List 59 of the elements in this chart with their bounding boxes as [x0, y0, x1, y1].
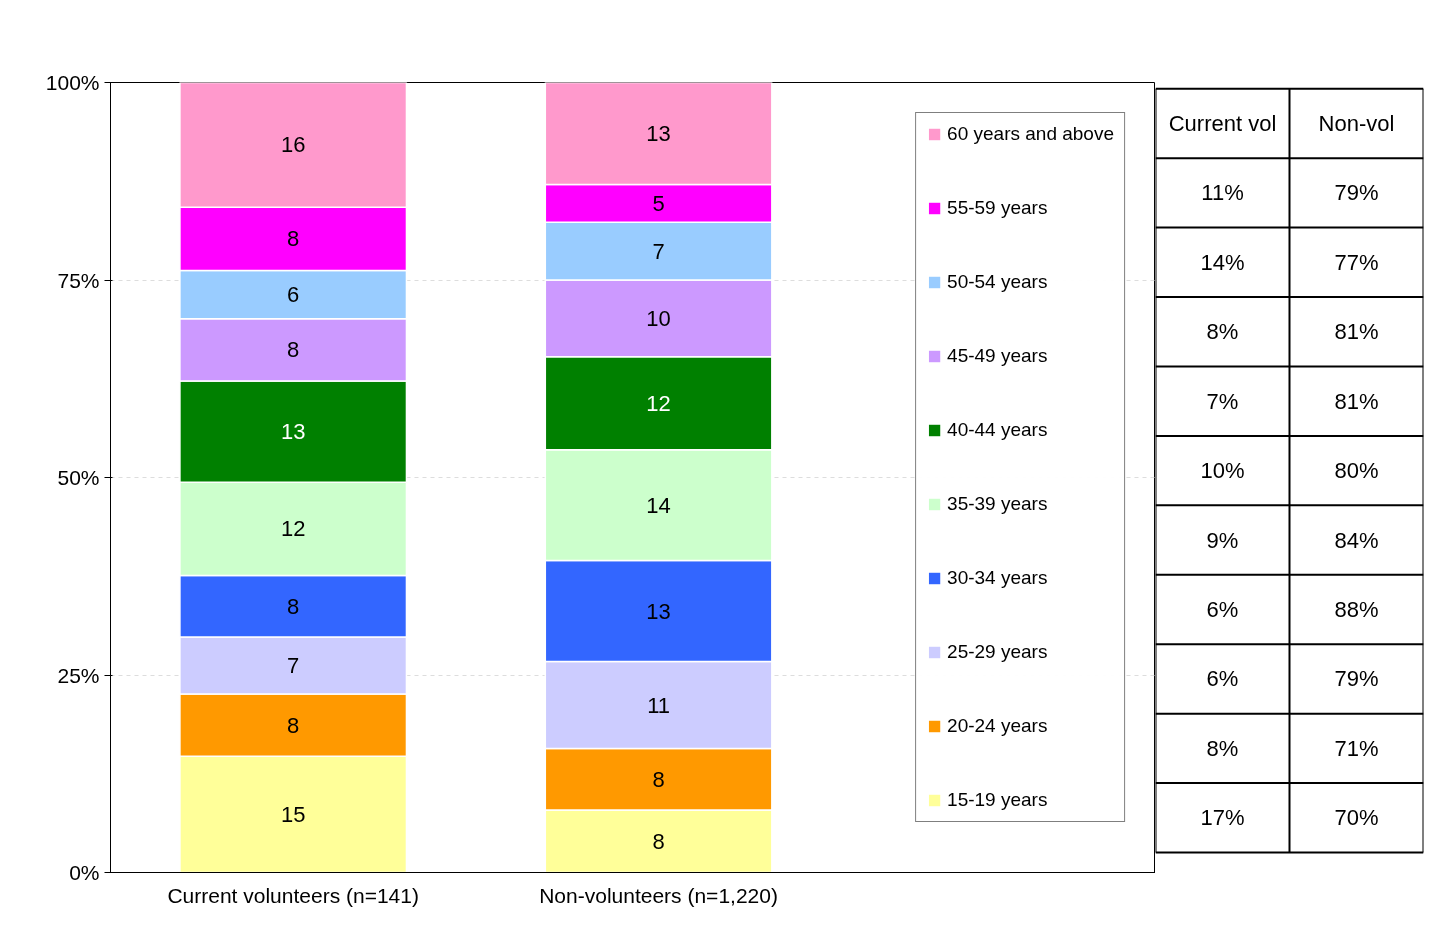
data-label: 7 — [287, 653, 300, 679]
y-tick-label: 50% — [57, 466, 100, 489]
data-label: 16 — [280, 132, 306, 158]
text: Non-vol — [1318, 110, 1395, 136]
text: 71% — [1334, 735, 1379, 761]
text: 9% — [1206, 527, 1239, 553]
data-label: 13 — [646, 598, 671, 624]
data-label: 14 — [646, 492, 671, 518]
legend-label: 15-19 years — [947, 789, 1048, 811]
text: 80% — [1334, 458, 1379, 484]
legend-label: 35-39 years — [947, 493, 1048, 515]
data-label: 7 — [652, 238, 665, 264]
data-label: 6 — [287, 282, 300, 308]
data-label: 8 — [287, 337, 300, 363]
data-label: 5 — [652, 190, 665, 216]
data-label: 8 — [652, 766, 665, 792]
text: 81% — [1334, 319, 1379, 345]
text: 81% — [1334, 388, 1379, 414]
data-label: 8 — [287, 593, 300, 619]
text: 8% — [1206, 735, 1239, 761]
legend-label: 20-24 years — [947, 715, 1048, 737]
y-tick-label: 100% — [45, 71, 100, 94]
text: 8% — [1206, 319, 1239, 345]
y-tick-label: 25% — [57, 663, 100, 687]
legend-label: 25-29 years — [947, 641, 1048, 663]
legend-label: 40-44 years — [947, 419, 1048, 441]
data-label: 12 — [280, 516, 306, 542]
text: 17% — [1200, 805, 1245, 831]
text: Current vol — [1168, 110, 1277, 136]
data-label: 11 — [647, 692, 670, 718]
data-label: 8 — [652, 828, 665, 854]
data-label: 15 — [280, 801, 306, 827]
text: 10% — [1200, 458, 1245, 484]
text: 7% — [1206, 388, 1239, 414]
data-label: 13 — [646, 120, 671, 146]
text: 84% — [1334, 527, 1379, 553]
data-label: 13 — [280, 419, 306, 445]
y-tick-label: 0% — [69, 861, 100, 884]
text: 6% — [1206, 666, 1239, 692]
text: 11% — [1201, 180, 1244, 206]
text: 14% — [1200, 249, 1245, 275]
legend-label: 60 years and above — [947, 123, 1114, 145]
text: 88% — [1334, 597, 1379, 623]
text: 79% — [1334, 180, 1379, 206]
data-label: 12 — [646, 390, 671, 416]
text: 70% — [1334, 805, 1379, 831]
data-label: 8 — [287, 226, 300, 252]
x-tick-label: Non-volunteers (n=1,220) — [539, 883, 778, 907]
legend-label: 55-59 years — [947, 197, 1048, 219]
legend-label: 50-54 years — [947, 271, 1048, 293]
text: 77% — [1334, 249, 1379, 275]
y-tick-label: 75% — [57, 268, 100, 292]
legend-label: 45-49 years — [947, 345, 1048, 367]
text: 6% — [1206, 597, 1239, 623]
text: 79% — [1334, 666, 1379, 692]
legend-label: 30-34 years — [947, 567, 1048, 589]
data-label: 10 — [646, 305, 671, 331]
data-label: 8 — [287, 712, 300, 738]
x-tick-label: Current volunteers (n=141) — [167, 883, 419, 907]
